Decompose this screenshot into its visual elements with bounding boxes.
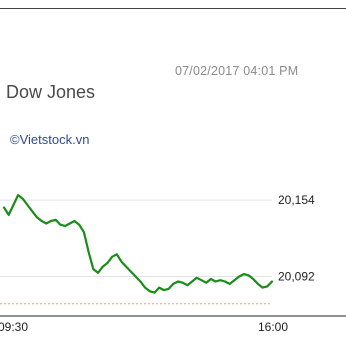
y-tick-label-1: 20,092 <box>278 270 315 284</box>
index-title: Dow Jones <box>6 82 96 102</box>
series-line <box>2 194 274 294</box>
y-tick-label-0: 20,154 <box>278 193 315 207</box>
timestamp: 07/02/2017 04:01 PM <box>175 64 299 78</box>
x-tick-label-start: 09:30 <box>0 320 28 334</box>
top-divider <box>0 8 346 9</box>
source-label: ©Vietstock.vn <box>10 132 90 147</box>
x-tick-label-end: 16:00 <box>258 320 288 334</box>
